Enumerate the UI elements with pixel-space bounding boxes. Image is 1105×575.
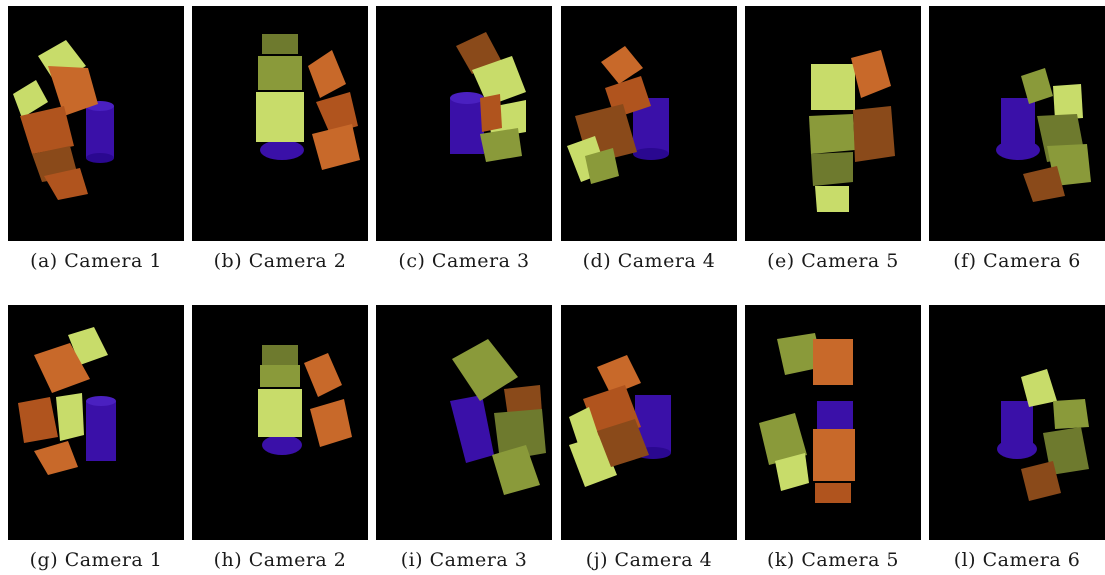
- image-panel-a: [8, 6, 184, 241]
- scene-render: [567, 46, 669, 184]
- image-panel-h: [192, 305, 368, 540]
- image-panel-l: [929, 305, 1105, 540]
- scene-render: [997, 369, 1089, 501]
- image-panel-k: [745, 305, 921, 540]
- image-panel-c: [376, 6, 552, 241]
- image-panel-i: [376, 305, 552, 540]
- caption-i: (i) Camera 3: [400, 549, 528, 571]
- caption-b: (b) Camera 2: [213, 250, 347, 272]
- caption-f: (f) Camera 6: [953, 250, 1081, 272]
- scene-render: [996, 68, 1091, 202]
- scene-render: [13, 40, 114, 200]
- caption-g: (g) Camera 1: [29, 549, 163, 571]
- image-panel-j: [561, 305, 737, 540]
- image-panel-b: [192, 6, 368, 241]
- caption-c: (c) Camera 3: [398, 250, 530, 272]
- caption-a: (a) Camera 1: [30, 250, 162, 272]
- scene-render: [569, 355, 671, 487]
- scene-render: [18, 327, 116, 475]
- caption-h: (h) Camera 2: [213, 549, 347, 571]
- scene-render: [809, 50, 895, 212]
- scene-render: [256, 34, 360, 170]
- scene-render: [450, 339, 546, 495]
- caption-e: (e) Camera 5: [767, 250, 899, 272]
- scene-render: [450, 32, 526, 162]
- caption-j: (j) Camera 4: [585, 549, 713, 571]
- image-panel-f: [929, 6, 1105, 241]
- caption-d: (d) Camera 4: [582, 250, 716, 272]
- image-panel-g: [8, 305, 184, 540]
- scene-render: [759, 333, 855, 503]
- scene-render: [258, 345, 352, 455]
- image-panel-e: [745, 6, 921, 241]
- image-panel-d: [561, 6, 737, 241]
- caption-k: (k) Camera 5: [766, 549, 900, 571]
- caption-l: (l) Camera 6: [953, 549, 1081, 571]
